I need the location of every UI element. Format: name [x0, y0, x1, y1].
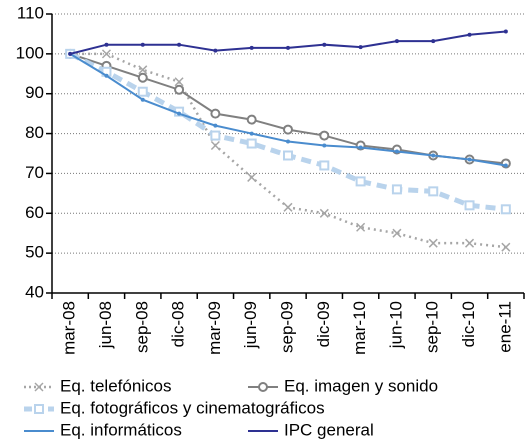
marker [137, 86, 148, 97]
marker [283, 150, 293, 161]
x-tick-label: jun-09 [241, 301, 260, 349]
point [104, 42, 109, 47]
y-tick-label: 40 [25, 282, 44, 301]
x-tick-label: mar-08 [60, 301, 79, 355]
point [286, 45, 290, 50]
x-tick-label: dic-10 [459, 301, 478, 347]
x-tick-label: dic-08 [169, 301, 188, 347]
marker [319, 208, 329, 218]
marker [464, 200, 475, 211]
x-tick-label: ene-11 [495, 301, 514, 353]
legend-label: Eq. informáticos [60, 420, 182, 439]
legend-label: Eq. telefónicos [60, 376, 172, 395]
marker [210, 108, 221, 119]
marker [283, 202, 293, 212]
marker [283, 124, 293, 135]
point [104, 73, 109, 78]
point [177, 42, 182, 47]
point [431, 39, 436, 44]
legend-label: Eq. fotográficos y cinematográficos [60, 398, 325, 417]
x-tick-label: dic-09 [314, 301, 333, 347]
series-line [69, 53, 507, 167]
legend-label: IPC general [284, 420, 374, 439]
marker [500, 204, 511, 215]
marker [210, 130, 221, 141]
point [503, 163, 508, 168]
marker [355, 176, 366, 187]
y-tick-label: 60 [25, 203, 44, 222]
x-tick-label: jun-08 [96, 301, 115, 349]
x-tick-label: mar-09 [205, 301, 224, 355]
point [503, 29, 508, 34]
marker [247, 172, 257, 182]
marker [34, 404, 44, 414]
marker [246, 138, 257, 149]
marker [174, 84, 185, 95]
point [431, 153, 436, 158]
x-tick-label: sep-08 [132, 301, 151, 353]
point [467, 157, 472, 162]
marker [501, 242, 511, 252]
point [358, 145, 363, 150]
x-tick-label: sep-09 [277, 301, 296, 353]
marker [319, 130, 330, 141]
y-tick-label: 70 [25, 163, 44, 182]
point [249, 45, 254, 50]
y-tick-label: 110 [17, 3, 44, 22]
marker [319, 160, 330, 171]
point [249, 131, 254, 136]
y-tick-label: 50 [25, 243, 44, 262]
point [140, 42, 145, 47]
y-tick-label: 90 [25, 83, 44, 102]
marker [34, 382, 44, 392]
point [358, 45, 363, 50]
marker [392, 228, 402, 238]
point [467, 32, 472, 37]
x-tick-label: sep-10 [423, 301, 442, 353]
point [140, 97, 145, 102]
y-tick-label: 100 [16, 43, 44, 62]
marker [465, 238, 475, 248]
marker [258, 382, 268, 392]
marker [246, 114, 257, 125]
marker [138, 65, 148, 75]
x-tick-label: jun-10 [386, 301, 405, 349]
marker [428, 238, 438, 248]
y-tick-label: 80 [25, 123, 44, 142]
marker [391, 184, 402, 195]
point [322, 42, 327, 47]
legend-label: Eq. imagen y sonido [284, 376, 438, 395]
point [213, 123, 218, 128]
point [286, 139, 290, 144]
point [394, 39, 399, 44]
x-tick-label: mar-10 [350, 301, 369, 355]
series-line [69, 52, 506, 165]
marker [137, 72, 148, 83]
point [68, 51, 73, 56]
point [213, 48, 218, 53]
point [394, 149, 399, 154]
marker [174, 77, 184, 87]
marker [356, 222, 366, 232]
point [177, 111, 182, 116]
marker [210, 140, 220, 151]
series-line [69, 30, 506, 55]
marker [428, 186, 439, 197]
marker [101, 49, 111, 59]
point [322, 143, 327, 148]
